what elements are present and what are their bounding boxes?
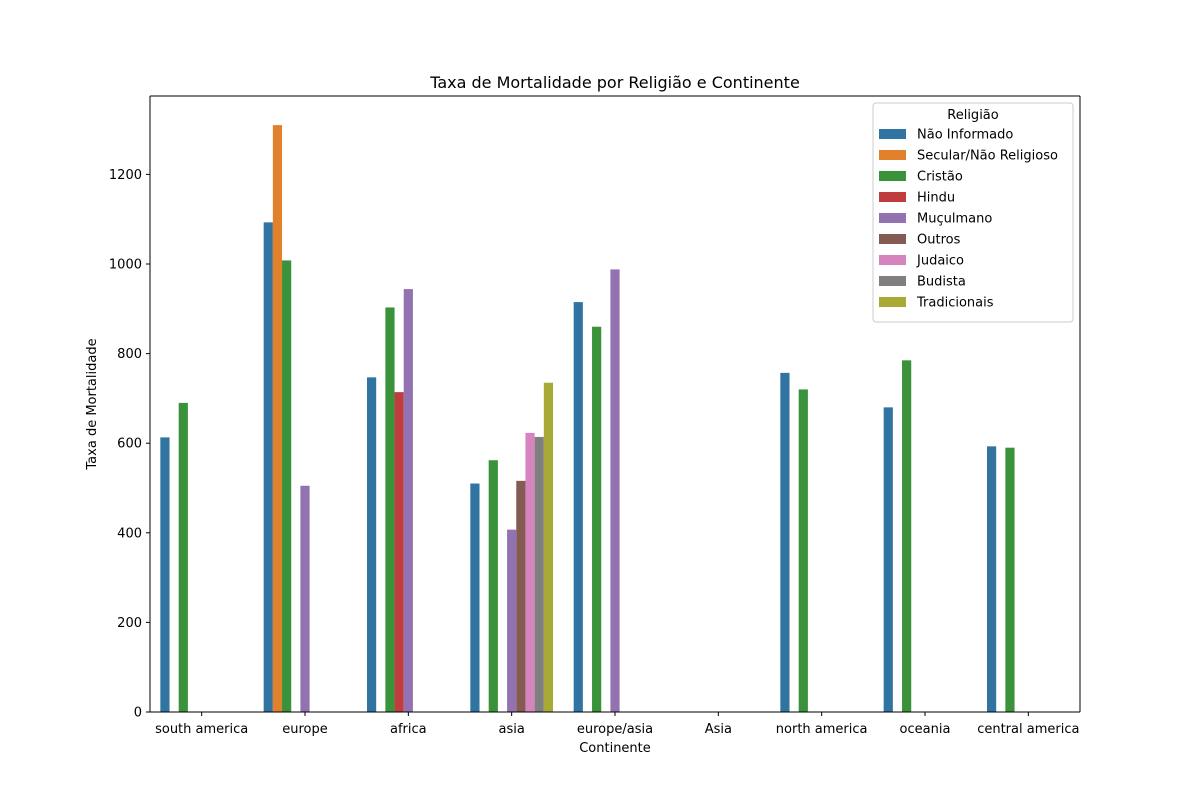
y-axis-title: Taxa de Mortalidade [85,338,100,470]
legend-swatch [879,255,906,265]
x-tick-label: africa [390,722,427,737]
x-axis-title: Continente [579,741,651,756]
bar [403,289,413,712]
legend-swatch [879,234,906,244]
legend: Religião Não Informado Secular/Não Religio… [872,102,1074,323]
legend-label: Secular/Não Religioso [917,149,1058,164]
x-tick-label: oceania [900,722,951,737]
y-tick-label: 200 [117,616,142,631]
legend-swatch [879,150,906,160]
legend-swatch [879,276,906,286]
axes-group: 0 200 400 600 800 1000 1200 south america europe… [109,95,1081,737]
bar [272,125,283,713]
y-tick-label: 1200 [109,168,142,183]
legend-label: Outros [917,233,961,248]
bar [516,480,526,712]
legend-swatch [879,297,906,307]
x-tick-label: south america [155,722,248,737]
bar [592,326,602,712]
bar [367,377,377,712]
legend-swatch [879,192,906,202]
x-tick-label: europe [282,722,328,737]
x-tick-label: Asia [705,722,732,737]
legend-swatch [879,129,906,139]
bar [883,407,893,712]
bar [525,432,535,712]
bar [385,307,395,712]
y-tick-label: 1000 [109,258,142,273]
bar [780,372,790,712]
x-tick-label: asia [499,722,525,737]
bar [178,402,188,712]
bar [488,460,498,712]
bars-group [160,125,1015,713]
legend-label: Não Informado [917,128,1013,143]
chart-title: Taxa de Mortalidade por Religião e Conti… [429,73,800,92]
y-tick-label: 400 [117,526,142,541]
legend-label: Judaico [916,254,964,269]
legend-label: Hindu [917,191,955,206]
bar [543,382,553,712]
bar [394,392,404,712]
bar [282,260,292,712]
legend-label: Budista [917,275,966,290]
legend-title: Religião [947,108,999,123]
x-tick-label: europe/asia [577,722,653,737]
bar [573,302,583,712]
legend-label: Cristão [917,170,963,185]
legend-swatch [879,171,906,181]
bar [610,269,620,712]
bar [470,483,480,712]
bar [263,222,273,712]
bar [798,389,808,712]
legend-label: Tradicionais [916,296,994,311]
bar [300,485,310,712]
legend-swatch [879,213,906,223]
bar [902,360,912,712]
bar [160,437,170,712]
x-tick-label: north america [776,722,868,737]
x-tick-label: central america [977,722,1079,737]
legend-box [872,102,1074,323]
legend-label: Muçulmano [917,212,992,227]
bar [1005,447,1015,712]
y-tick-label: 0 [134,706,142,721]
bar [987,446,997,712]
y-tick-label: 600 [117,437,142,452]
bar [534,436,544,712]
bar [507,529,517,712]
y-tick-label: 800 [117,347,142,362]
